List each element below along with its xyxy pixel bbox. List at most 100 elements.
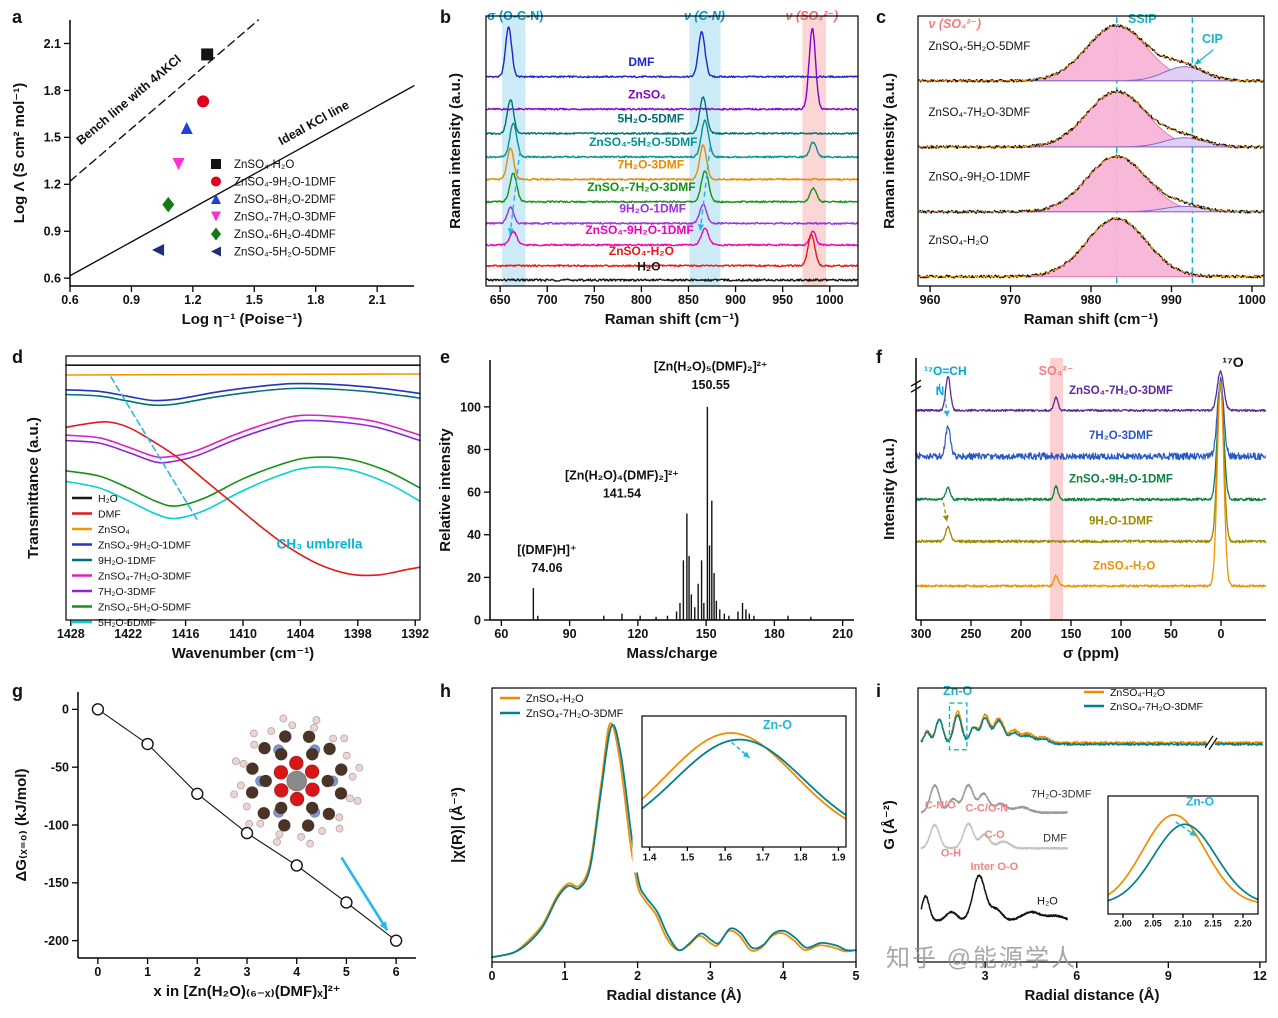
watermark: 知乎 @能源学人 [886,945,1078,972]
svg-text:ZnSO₄-7H₂O-3DMF: ZnSO₄-7H₂O-3DMF [587,180,695,194]
panel-d-chart: CH₃ umbrella H₂O DMF ZnSO₄ ZnSO₄-9H₂O-1DMF 9H… [25,355,429,662]
panel-f: f ZnSO₄-7H₂O-3DMF 7H₂O-3DMF ZnSO₄-9H₂O-1DM… [872,346,1274,672]
legend-5: ZnSO₄-H₂O ZnSO₄-9H₂O-1DMF ZnSO₄-8H₂O-2DMF Z… [211,159,336,259]
text-10: CH₃ umbrella [277,537,363,552]
svg-text:H₂O: H₂O [637,259,660,273]
axes: 650 700 750 800 850 900 950 1000 Raman shift (cm… [447,15,859,328]
svg-text:CH₃ umbrella: CH₃ umbrella [277,537,363,552]
curve-h2o [485,278,859,282]
curve-dmf [65,420,421,577]
svg-text:C-C/O-N: C-C/O-N [965,802,1008,814]
svg-text:960: 960 [920,293,941,307]
svg-text:1.8: 1.8 [794,853,808,864]
svg-text:4: 4 [780,969,787,983]
svg-text:100: 100 [460,400,481,414]
text-11: Inter O-O [971,861,1019,873]
curve-znso4-h2o [491,722,857,959]
panel-i-chart: Zn-O C-N/O O-H C-C/O-N C-O Inter O-O 7H₂O-3DMF… [881,684,1267,1004]
svg-text:4: 4 [293,965,300,979]
curve-h2o [920,874,1069,922]
svg-text:40: 40 [467,528,481,542]
svg-text:1410: 1410 [229,627,257,641]
svg-text:2.15: 2.15 [1204,919,1222,929]
panel-b-chart: σ (O-C-N) ν (C-N) ν (SO₄²⁻)DMFZnSO₄5H₂O-5D… [447,9,859,328]
text-25: H₂O [637,259,660,273]
svg-text:120: 120 [627,627,648,641]
svg-text:SSIP: SSIP [1128,12,1157,26]
svg-text:Log Λ (S cm² mol⁻¹): Log Λ (S cm² mol⁻¹) [11,83,28,223]
gcurve-1 [1107,823,1259,902]
svg-text:990: 990 [1161,293,1182,307]
svg-text:5: 5 [853,969,860,983]
svg-text:ZnSO₄-9H₂O-1DMF: ZnSO₄-9H₂O-1DMF [98,539,191,551]
band-0 [502,16,526,286]
panel-e: e [(DMF)H]⁺ 74.06 [Zn(H₂O)₄(DMF)₂]²⁺ 141.54… [436,346,866,672]
svg-text:50: 50 [1164,627,1178,641]
svg-text:G (Å⁻²): G (Å⁻²) [881,800,898,850]
dG-series [91,703,403,947]
text-6: 150.55 [692,378,730,392]
svg-text:7H₂O-3DMF: 7H₂O-3DMF [1089,430,1153,442]
svg-text:9H₂O-1DMF: 9H₂O-1DMF [619,202,686,216]
svg-text:1.8: 1.8 [44,84,61,98]
svg-text:1398: 1398 [344,627,372,641]
svg-text:100: 100 [1111,627,1132,641]
svg-text:1404: 1404 [286,627,314,641]
svg-text:850: 850 [678,293,699,307]
svg-text:ZnSO₄-9H₂O-1DMF: ZnSO₄-9H₂O-1DMF [1069,473,1173,485]
ssip-2 [918,91,1264,148]
legend-16: ZnSO₄-H₂O ZnSO₄-7H₂O-3DMF [1084,687,1203,713]
text-3: Zn-O [1186,794,1214,808]
text-18: 5H₂O-5DMF [617,112,684,126]
svg-text:1.5: 1.5 [246,293,263,307]
axes: 2.00 2.05 2.10 2.15 2.20 [1107,795,1259,929]
svg-text:9: 9 [1165,969,1172,983]
text-9: C-C/O-N [965,802,1008,814]
bench-line [69,19,260,182]
svg-text:1000: 1000 [1238,293,1266,307]
panel-b: b σ (O-C-N) ν (C-N) ν (SO₄²⁻) DMF ZnSO₄ 5H₂O-… [436,6,866,338]
svg-text:2.00: 2.00 [1114,919,1132,929]
arrow-27 [697,146,711,231]
curve-znso4-5h2o-5dmf [485,119,859,159]
panel-c: c ν (SO₄²⁻) SSIP CIP ZnSO₄-5H₂O-5DMF ZnSO₄-7… [872,6,1274,338]
svg-text:5H₂O-5DMF: 5H₂O-5DMF [617,112,684,126]
svg-text:-200: -200 [44,934,69,948]
axes: 0 1 2 3 4 5 6 0 -50 -100 -150 -200 x in [Zn(H₂O)₍₆₋ₓ… [13,692,416,1000]
svg-text:250: 250 [961,627,982,641]
curve-znso4-7h2o-3dmf [65,414,421,459]
panel-d: d CH₃ umbrella H₂O DMF ZnSO₄ ZnSO₄-9H₂O-1DMF… [8,346,430,672]
text-19: CIP [1202,32,1223,46]
svg-text:970: 970 [1000,293,1021,307]
svg-text:C-O: C-O [985,829,1006,841]
curve-7h2o-3dmf [485,144,859,181]
svg-text:1: 1 [561,969,568,983]
rectd-5 [948,702,968,751]
electrolyte-points [152,48,214,257]
svg-text:6: 6 [1073,969,1080,983]
svg-text:60: 60 [467,486,481,500]
text-1: [(DMF)H]⁺ [517,543,576,557]
svg-text:ZnSO₄-7H₂O-3DMF: ZnSO₄-7H₂O-3DMF [234,212,336,224]
svg-text:Inter O-O: Inter O-O [971,861,1019,873]
svg-text:1392: 1392 [401,627,429,641]
svg-text:3: 3 [982,969,989,983]
text-10: C-O [985,829,1006,841]
svg-text:ZnSO₄-6H₂O-4DMF: ZnSO₄-6H₂O-4DMF [234,229,336,241]
gcurve-16 [918,217,1264,278]
svg-text:900: 900 [725,293,746,307]
panel-f-chart: ZnSO₄-7H₂O-3DMF 7H₂O-3DMF ZnSO₄-9H₂O-1DMF 9… [881,354,1267,662]
text-21: ZnSO₄-5H₂O-5DMF [928,41,1030,53]
svg-text:2.1: 2.1 [368,293,385,307]
text-9: 9H₂O-1DMF [1089,515,1153,527]
svg-text:ZnSO₄-9H₂O-1DMF: ZnSO₄-9H₂O-1DMF [928,172,1030,184]
curve-znso4-7h2o-3dmf [491,723,857,959]
curve-7h2o-3dmf [920,783,1069,815]
svg-text:3: 3 [244,965,251,979]
svg-text:-50: -50 [51,761,69,775]
svg-text:180: 180 [764,627,785,641]
panel-f-letter: f [876,347,882,367]
svg-text:0.9: 0.9 [44,225,61,239]
svg-text:DMF: DMF [628,55,654,69]
svg-text:9H₂O-1DMF: 9H₂O-1DMF [98,555,156,567]
